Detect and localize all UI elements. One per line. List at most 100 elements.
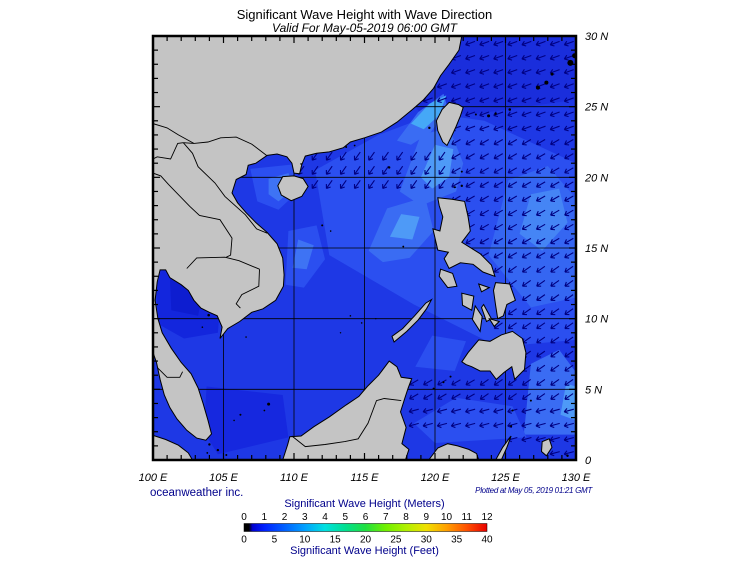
land-cebu xyxy=(480,303,493,323)
island-dot xyxy=(267,402,271,406)
island-dot xyxy=(453,186,456,189)
lon-label: 105 E xyxy=(209,472,238,484)
lat-label: 5 N xyxy=(585,384,602,396)
land-panay xyxy=(461,292,475,311)
axis-labels: 100 E 105 E 110 E 115 E 120 E 125 E 130 E 30 N 2… xyxy=(139,31,609,484)
lon-label: 125 E xyxy=(491,472,520,484)
island-dot xyxy=(474,113,477,116)
island-dot xyxy=(329,230,332,232)
lat-label: 15 N xyxy=(585,243,608,255)
colorbar-ticks: 0 1 2 3 4 5 6 7 8 9 10 11 120 5 10 15 20 25 30 35 40 xyxy=(241,512,493,546)
island-dot xyxy=(349,315,352,317)
island-dot xyxy=(402,245,405,248)
land-mindanao xyxy=(461,330,527,381)
island-dot xyxy=(206,452,209,454)
colorbar-gradient xyxy=(243,523,488,532)
colorbar-feet-tick: 25 xyxy=(390,535,402,546)
colorbar-feet-tick: 15 xyxy=(330,535,342,546)
island-dot xyxy=(263,409,266,412)
colorbar-feet-tick: 10 xyxy=(299,535,311,546)
colorbar-meters-tick: 12 xyxy=(481,512,493,523)
island-dot xyxy=(375,317,377,320)
page-title: Significant Wave Height with Wave Direct… xyxy=(236,7,493,22)
land-halmahera xyxy=(540,438,553,457)
lat-label: 10 N xyxy=(585,314,608,326)
island-dot xyxy=(201,326,204,328)
island-dot xyxy=(216,448,220,452)
land-taiwan xyxy=(435,101,464,147)
colorbar-meters-tick: 2 xyxy=(282,512,288,523)
colorbar-title-meters: Significant Wave Height (Meters) xyxy=(284,498,445,510)
island-dot xyxy=(544,80,549,85)
island-dot xyxy=(442,381,445,384)
island-dot xyxy=(494,112,497,115)
island-dot xyxy=(339,332,342,334)
colorbar-title-feet: Significant Wave Height (Feet) xyxy=(290,545,439,557)
island-dot xyxy=(529,399,532,402)
island-dot xyxy=(511,409,514,412)
wave-direction-arrows xyxy=(297,40,574,457)
colorbar-feet-tick: 0 xyxy=(241,535,247,546)
island-dot xyxy=(208,443,211,446)
map-frame xyxy=(151,34,578,462)
map-layers xyxy=(153,36,576,460)
oceanweather-credit: oceanweather inc. xyxy=(150,487,244,499)
colorbar: 0 1 2 3 4 5 6 7 8 9 10 11 120 5 10 15 20 25 30 35 40 xyxy=(241,512,493,546)
island-dot xyxy=(487,114,491,118)
island-dot xyxy=(535,85,540,90)
valid-time-subtitle: Valid For May-05-2019 06:00 GMT xyxy=(272,21,457,35)
colorbar-meters-tick: 8 xyxy=(403,512,409,523)
colorbar-meters-tick: 4 xyxy=(322,512,328,523)
island-dot xyxy=(460,170,463,173)
island-dot xyxy=(321,224,324,227)
wave-patch-taiwan-strait-core xyxy=(411,95,447,130)
island-dot xyxy=(207,313,210,317)
colorbar-meters-tick: 7 xyxy=(383,512,389,523)
colorbar-meters-tick: 6 xyxy=(363,512,369,523)
land-palawan xyxy=(391,298,433,343)
lat-label: 0 xyxy=(585,455,592,467)
land-negros xyxy=(471,304,483,333)
island-dot xyxy=(432,387,435,390)
land-sulawesi-arm xyxy=(495,435,512,460)
land-sumatra xyxy=(153,434,194,460)
lon-label: 130 E xyxy=(562,472,591,484)
island-dot xyxy=(225,454,228,457)
island-dot xyxy=(428,126,431,130)
land-borneo xyxy=(282,360,413,460)
island-dot xyxy=(460,184,463,188)
island-dot xyxy=(508,108,512,111)
wave-patch-sulu-center xyxy=(415,335,466,371)
lat-label: 20 N xyxy=(584,172,608,184)
island-dot xyxy=(567,59,574,66)
island-dot xyxy=(239,413,242,416)
wave-patch-south-dark xyxy=(203,386,289,455)
island-dot xyxy=(353,144,356,147)
colorbar-meters-tick: 11 xyxy=(462,512,473,523)
land-mindoro xyxy=(438,268,458,289)
land-samar-leyte xyxy=(492,282,517,320)
island-dot xyxy=(550,72,554,76)
lon-label: 115 E xyxy=(351,472,380,484)
lon-label: 100 E xyxy=(139,472,168,484)
lon-label: 120 E xyxy=(421,472,450,484)
wave-patch-celebes-center xyxy=(413,397,527,443)
island-dot xyxy=(345,145,348,148)
colorbar-feet-tick: 35 xyxy=(451,535,463,546)
island-dot xyxy=(510,425,513,428)
colorbar-feet-tick: 40 xyxy=(481,535,493,546)
country-borders xyxy=(153,123,402,448)
plotted-timestamp: Plotted at May 05, 2019 01:21 GMT xyxy=(475,486,592,495)
island-dot xyxy=(449,375,452,378)
land-bohol xyxy=(488,317,501,328)
wave-patch-pacific-spots xyxy=(519,188,568,251)
colorbar-feet-tick: 20 xyxy=(360,535,372,546)
colorbar-meters-tick: 1 xyxy=(261,512,267,523)
colorbar-meters-tick: 5 xyxy=(342,512,348,523)
lon-label: 110 E xyxy=(280,472,309,484)
colorbar-meters-tick: 3 xyxy=(302,512,308,523)
wave-patch-vietnam-offshore-core xyxy=(292,239,314,270)
land-hainan xyxy=(277,175,309,202)
